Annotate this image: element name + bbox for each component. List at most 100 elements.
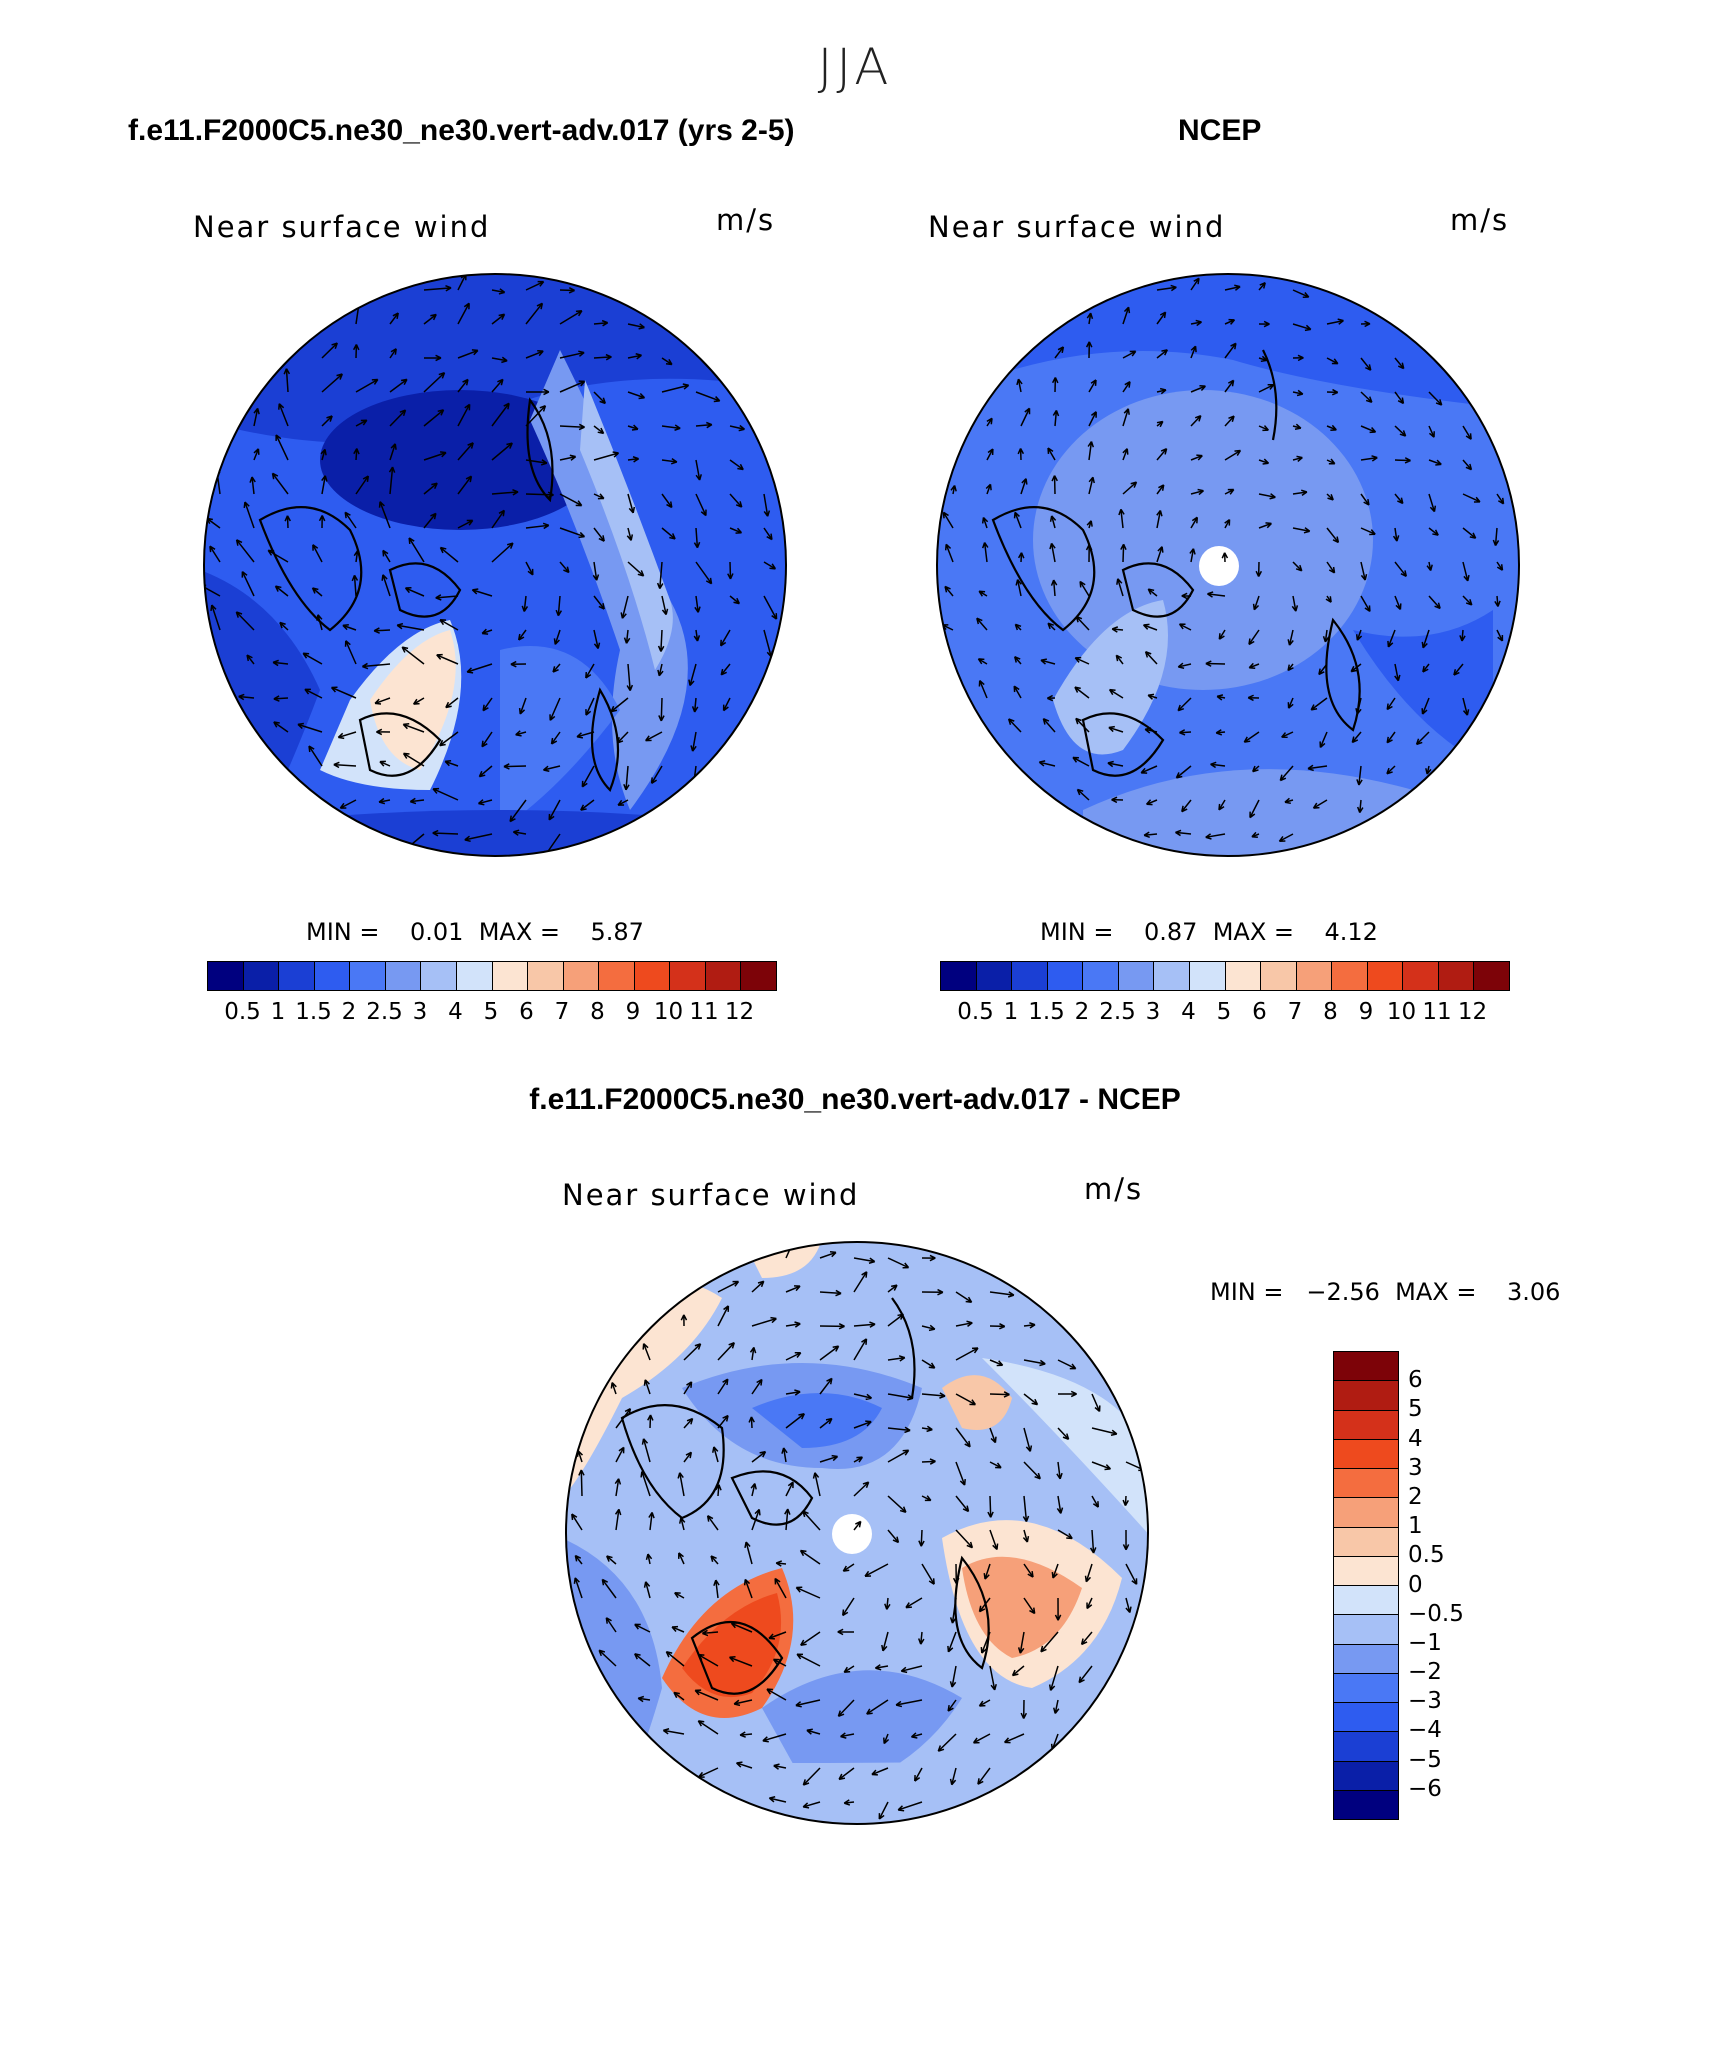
wind-arrow bbox=[1080, 1631, 1093, 1646]
wind-arrow bbox=[525, 388, 550, 396]
wind-arrow bbox=[491, 542, 514, 563]
panel2-min-max: MIN = 0.87 MAX = 4.12 bbox=[1040, 918, 1378, 946]
wind-arrow bbox=[784, 1508, 791, 1531]
wind-arrow bbox=[917, 1631, 925, 1645]
wind-arrow bbox=[806, 1728, 821, 1735]
wind-arrow bbox=[697, 1720, 719, 1735]
wind-arrow bbox=[1394, 663, 1401, 682]
swatch bbox=[1334, 1469, 1398, 1499]
wind-arrow bbox=[683, 1381, 693, 1395]
wind-arrow bbox=[471, 588, 493, 597]
wind-arrow bbox=[1057, 1529, 1073, 1540]
swatch bbox=[385, 962, 422, 990]
wind-arrow bbox=[648, 1512, 655, 1531]
wind-arrow bbox=[355, 378, 379, 393]
wind-arrow bbox=[1190, 319, 1202, 327]
wind-arrow bbox=[949, 1665, 957, 1688]
wind-arrow bbox=[1091, 1427, 1118, 1436]
wind-arrow bbox=[627, 424, 639, 431]
wind-arrow bbox=[623, 765, 630, 791]
wind-arrow bbox=[645, 731, 663, 742]
wind-arrow bbox=[423, 284, 452, 292]
wind-arrow bbox=[1003, 1733, 1025, 1744]
wind-arrow bbox=[1326, 561, 1336, 574]
wind-arrow bbox=[1322, 629, 1330, 643]
wind-arrow bbox=[887, 1529, 900, 1544]
wind-arrow bbox=[1462, 561, 1470, 582]
wind-arrow bbox=[678, 1517, 686, 1531]
wind-arrow bbox=[1054, 1597, 1062, 1621]
wind-arrow bbox=[677, 1552, 685, 1565]
wind-arrow bbox=[1017, 552, 1025, 563]
wind-arrow bbox=[819, 1377, 833, 1395]
swatch bbox=[1474, 962, 1509, 990]
wind-arrow bbox=[717, 1378, 729, 1395]
wind-arrow bbox=[842, 1563, 855, 1572]
wind-arrow bbox=[989, 1529, 999, 1551]
wind-arrow bbox=[1421, 697, 1430, 715]
wind-arrow bbox=[1462, 697, 1470, 716]
wind-arrow bbox=[627, 353, 642, 360]
wind-arrow bbox=[1108, 725, 1124, 733]
wind-arrow bbox=[1284, 797, 1294, 805]
wind-arrow bbox=[525, 280, 545, 291]
wind-arrow bbox=[267, 549, 289, 563]
wind-arrow bbox=[717, 1414, 729, 1429]
wind-arrow bbox=[853, 1338, 868, 1361]
wind-arrow bbox=[673, 1691, 685, 1701]
wind-arrow bbox=[1360, 320, 1371, 328]
wind-arrow bbox=[423, 482, 438, 495]
wind-arrow bbox=[1145, 799, 1158, 806]
season-title: JJA bbox=[817, 38, 893, 96]
colorbar-tick-label: 0.5 bbox=[1408, 1542, 1445, 1569]
wind-arrow bbox=[1428, 595, 1441, 610]
wind-arrow bbox=[853, 1520, 862, 1531]
wind-arrow bbox=[795, 1699, 821, 1708]
wind-arrow bbox=[627, 456, 640, 463]
wind-arrow bbox=[559, 380, 586, 393]
wind-arrow bbox=[1224, 284, 1241, 291]
wind-arrow bbox=[1051, 475, 1058, 495]
wind-arrow bbox=[785, 1285, 801, 1293]
wind-arrow bbox=[955, 1291, 973, 1303]
wind-arrow bbox=[921, 1563, 935, 1585]
wind-arrow bbox=[283, 368, 291, 393]
wind-arrow bbox=[389, 409, 407, 427]
wind-arrow bbox=[634, 1653, 651, 1667]
wind-arrow bbox=[1360, 527, 1376, 536]
panel3-colorbar-ticks: 6 5 4 3 2 1 0.5 0 −0.5 −1 −2 −3 −4 −5 −6 bbox=[1408, 1351, 1488, 1818]
wind-arrow bbox=[510, 660, 527, 668]
wind-arrow bbox=[235, 611, 255, 631]
wind-arrow bbox=[802, 1510, 821, 1531]
colorbar-tick-label: 8 bbox=[1323, 999, 1338, 1025]
wind-arrow bbox=[481, 628, 493, 635]
wind-arrow bbox=[1249, 799, 1260, 819]
wind-arrow bbox=[955, 1347, 979, 1361]
wind-arrow bbox=[271, 472, 289, 495]
wind-arrow bbox=[785, 1389, 801, 1396]
wind-arrow bbox=[683, 1417, 694, 1429]
wind-arrow bbox=[615, 1407, 632, 1429]
wind-arrow bbox=[1144, 727, 1158, 734]
wind-arrow bbox=[735, 1761, 753, 1769]
wind-arrow bbox=[457, 378, 469, 393]
wind-arrow bbox=[1047, 622, 1056, 631]
wind-arrow bbox=[799, 1549, 821, 1565]
colorbar-tick-label: 5 bbox=[1408, 1396, 1423, 1423]
colorbar-tick-label: 4 bbox=[448, 999, 463, 1025]
wind-arrow bbox=[921, 1495, 932, 1502]
wind-arrow bbox=[819, 1417, 833, 1429]
wind-arrow bbox=[302, 652, 323, 665]
wind-arrow bbox=[1292, 455, 1303, 463]
wind-arrow bbox=[866, 1699, 889, 1715]
wind-arrow bbox=[1057, 1359, 1077, 1370]
wind-arrow bbox=[1428, 527, 1439, 536]
wind-arrow bbox=[715, 1484, 722, 1497]
wind-arrow bbox=[1042, 718, 1056, 733]
wind-arrow bbox=[1086, 520, 1093, 529]
swatch bbox=[976, 962, 1013, 990]
wind-arrow bbox=[1312, 799, 1328, 809]
wind-arrow bbox=[1207, 591, 1226, 598]
swatch bbox=[1261, 962, 1297, 990]
wind-arrow bbox=[881, 1631, 889, 1652]
